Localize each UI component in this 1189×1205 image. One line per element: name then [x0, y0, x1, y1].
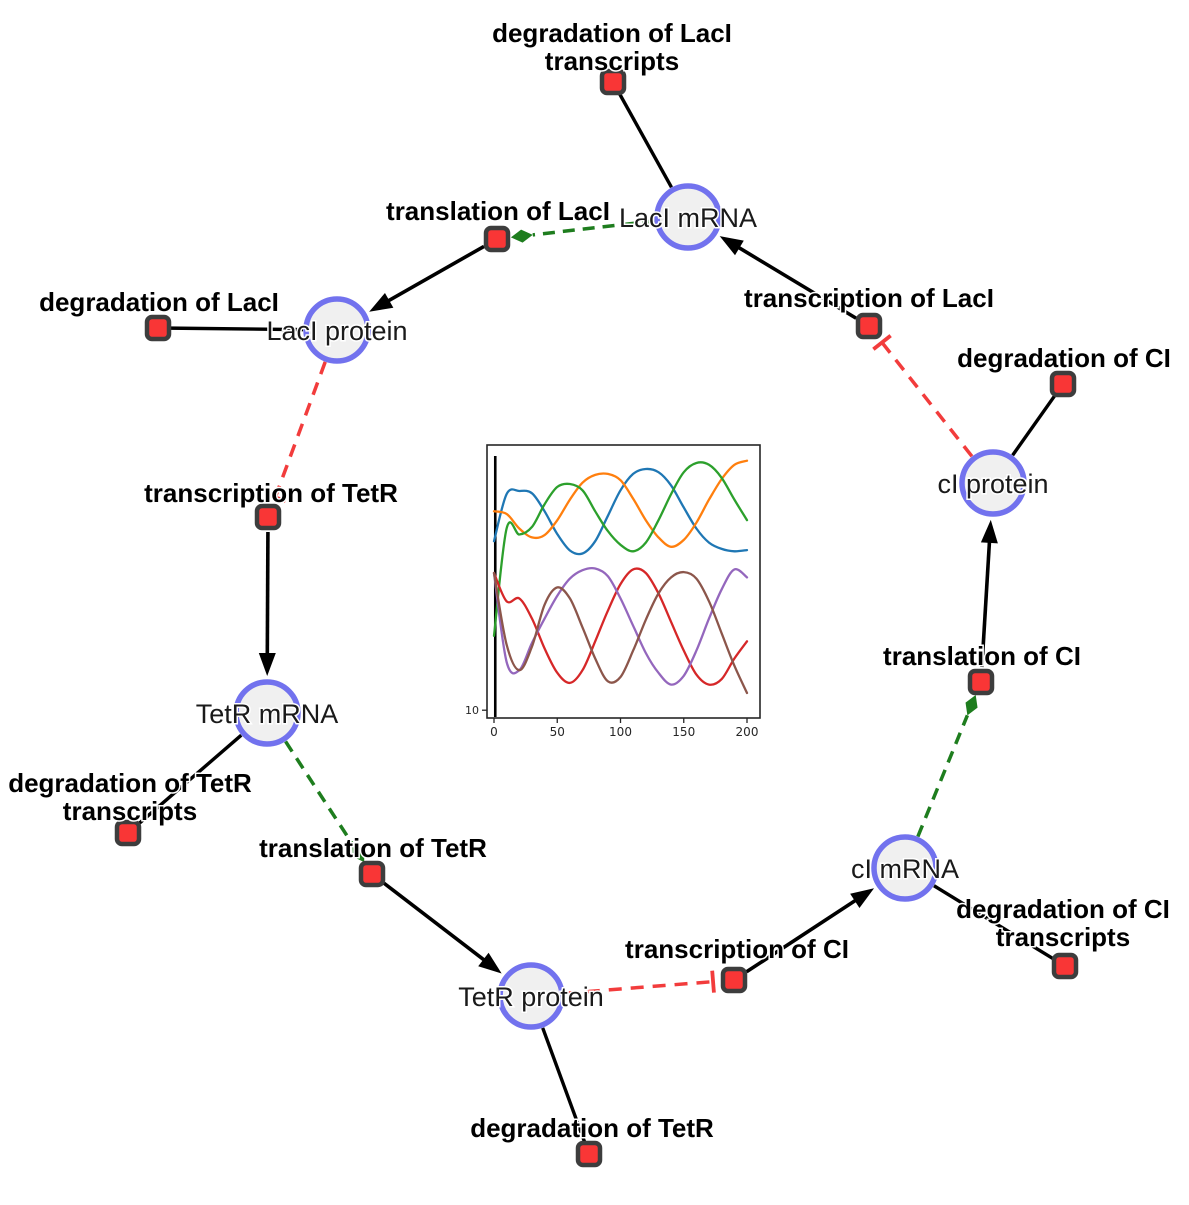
edge-tetR_mRNA-to-deg_tetR_tx: [135, 733, 243, 827]
edge-lacI_mRNA-to-tl_lacI: [510, 219, 655, 243]
edge-tl_lacI-to-lacI_protein: [369, 244, 485, 312]
edge-tc_lacI-to-lacI_mRNA: [719, 236, 858, 320]
chart-curve-PY: [492, 459, 749, 548]
edge-tl_cI-to-cI_protein: [980, 519, 998, 668]
edge-tc_tetR-to-tetR_mRNA: [258, 531, 276, 677]
reaction-node-tl_cI: [967, 668, 995, 696]
species-label: TetR mRNA: [196, 699, 339, 729]
chart-curve-X: [492, 567, 749, 686]
reaction-node-deg_cI_tx: [1051, 952, 1079, 980]
arrowhead-icon: [980, 519, 998, 544]
diamond-arrowhead-icon: [965, 694, 978, 716]
edge-cI_protein-to-tc_lacI: [872, 334, 974, 458]
edge-lacI_protein-to-deg_lacI: [169, 326, 304, 332]
arrowhead-icon: [850, 888, 875, 908]
reaction-node-tl_lacI: [483, 225, 511, 253]
species-node-tetR_protein: [497, 962, 565, 1030]
tbar-inhibition-icon: [710, 970, 716, 993]
species-label: cI protein: [937, 469, 1048, 499]
reaction-label: transcripts: [545, 46, 679, 76]
reaction-label: transcription of LacI: [744, 283, 994, 313]
reaction-node-tc_cI: [720, 966, 748, 994]
reaction-node-deg_cI: [1049, 370, 1077, 398]
species-label: LacI mRNA: [619, 203, 757, 233]
reaction-label: degradation of CI: [956, 894, 1170, 924]
reaction-node-deg_tetR_tx: [114, 819, 142, 847]
species-node-lacI_protein: [303, 296, 371, 364]
edge-tetR_protein-to-deg_tetR: [541, 1027, 587, 1144]
species-label: TetR protein: [458, 982, 604, 1012]
arrowhead-icon: [369, 292, 394, 312]
reaction-node-deg_tetR: [575, 1140, 603, 1168]
reaction-label: degradation of TetR: [470, 1113, 714, 1143]
labels-layer: degradation of LacItranscriptstranslatio…: [7, 17, 1173, 1145]
edge-tl_tetR-to-tetR_protein: [382, 881, 502, 974]
x-tick-label: 0: [490, 725, 498, 739]
chart-curve-Z: [492, 570, 749, 695]
reaction-label: translation of LacI: [386, 196, 610, 226]
arrowhead-icon: [719, 236, 744, 256]
edge-cI_mRNA-to-deg_cI_tx: [933, 884, 1056, 962]
species-node-cI_protein: [959, 449, 1027, 517]
reaction-node-tc_lacI: [855, 312, 883, 340]
diamond-arrowhead-icon: [510, 229, 533, 243]
x-tick-label: 200: [736, 725, 759, 739]
x-tick-label: 150: [672, 725, 695, 739]
edge-cI_protein-to-deg_cI: [1011, 392, 1058, 457]
species-label: LacI protein: [266, 316, 407, 346]
species-label: cI mRNA: [851, 854, 959, 884]
reaction-node-tc_tetR: [254, 503, 282, 531]
diamond-arrowhead-icon: [352, 843, 365, 863]
reaction-label: translation of CI: [883, 641, 1081, 671]
reaction-node-tl_tetR: [358, 860, 386, 888]
reaction-label: transcripts: [996, 922, 1130, 952]
tbar-inhibition-icon: [872, 334, 892, 351]
reaction-label: transcription of CI: [625, 934, 849, 964]
reaction-label: transcripts: [63, 796, 197, 826]
reaction-label: degradation of LacI: [39, 287, 279, 317]
x-tick-label: 50: [550, 725, 565, 739]
reaction-node-deg_lacI_tx: [599, 68, 627, 96]
tbar-inhibition-icon: [264, 491, 287, 503]
reaction-label: translation of TetR: [259, 833, 487, 863]
edges-layer: [135, 91, 1058, 1144]
edge-tetR_mRNA-to-tl_tetR: [284, 740, 365, 863]
chart-curve-PZ: [492, 461, 749, 637]
reaction-label: degradation of LacI: [492, 18, 732, 48]
arrowhead-icon: [478, 952, 502, 974]
y-tick-label: 10: [465, 704, 479, 717]
species-node-tetR_mRNA: [233, 679, 301, 747]
reaction-label: transcription of TetR: [144, 478, 398, 508]
x-tick-label: 100: [609, 725, 632, 739]
edge-tetR_protein-to-tc_cI: [564, 970, 716, 996]
inset-chart: 0 50 100 150 200 10: [424, 432, 774, 764]
species-node-cI_mRNA: [871, 834, 939, 902]
species-node-lacI_mRNA: [654, 183, 722, 251]
edge-cI_mRNA-to-tl_cI: [916, 694, 978, 838]
reaction-label: degradation of TetR: [8, 768, 252, 798]
arrowhead-icon: [258, 652, 276, 677]
reaction-label: degradation of CI: [957, 343, 1171, 373]
edge-tc_cI-to-cI_mRNA: [745, 888, 875, 974]
chart-curve-PX: [492, 467, 749, 556]
nodes-layer: [114, 68, 1079, 1168]
edge-lacI_protein-to-tc_tetR: [264, 361, 327, 503]
edge-lacI_mRNA-to-deg_lacI_tx: [617, 91, 673, 189]
reaction-node-deg_lacI: [144, 314, 172, 342]
